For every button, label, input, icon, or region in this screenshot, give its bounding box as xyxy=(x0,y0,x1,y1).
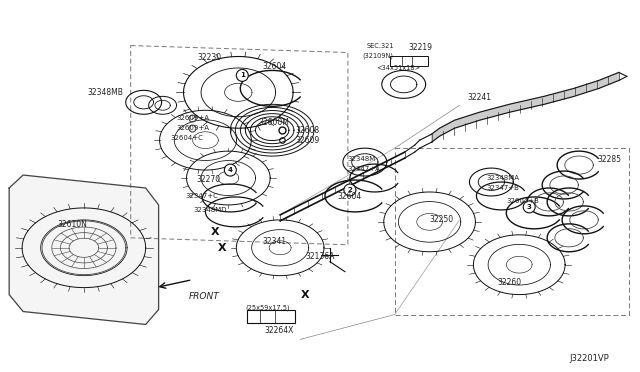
Text: 4: 4 xyxy=(228,167,233,173)
Text: 32604+B: 32604+B xyxy=(506,198,539,204)
Text: 32230: 32230 xyxy=(198,52,221,61)
Text: 2: 2 xyxy=(348,187,352,193)
Text: X: X xyxy=(301,289,309,299)
Text: 32609+A: 32609+A xyxy=(177,125,209,131)
Text: 32348MB: 32348MB xyxy=(88,89,124,97)
Text: 32604: 32604 xyxy=(262,62,287,71)
Text: (25x59x17.5): (25x59x17.5) xyxy=(245,305,290,311)
Text: 32610N: 32610N xyxy=(57,220,87,229)
Text: SEC.321: SEC.321 xyxy=(367,42,394,48)
Text: X: X xyxy=(218,243,227,253)
Text: 32264X: 32264X xyxy=(264,327,294,336)
Text: 32608: 32608 xyxy=(295,126,319,135)
Text: J32201VP: J32201VP xyxy=(569,355,609,363)
Circle shape xyxy=(524,201,535,213)
Circle shape xyxy=(344,184,356,196)
Circle shape xyxy=(225,164,236,176)
Text: 32609: 32609 xyxy=(295,136,319,145)
Text: FRONT: FRONT xyxy=(189,292,220,301)
Text: 32260: 32260 xyxy=(497,278,522,287)
Text: 32347+B: 32347+B xyxy=(486,185,519,191)
Text: (32109N): (32109N) xyxy=(363,52,394,59)
Bar xyxy=(247,310,295,324)
Circle shape xyxy=(236,70,248,81)
Polygon shape xyxy=(9,175,159,324)
Text: 32241: 32241 xyxy=(467,93,492,102)
Text: 32341: 32341 xyxy=(262,237,286,246)
Text: 32604+C: 32604+C xyxy=(171,135,204,141)
Text: 32600M: 32600M xyxy=(258,118,289,127)
Text: 3: 3 xyxy=(527,204,532,210)
Text: 32219: 32219 xyxy=(409,42,433,52)
Text: 32136A: 32136A xyxy=(305,252,335,261)
Text: 32604: 32604 xyxy=(337,192,361,201)
Text: 32609+A: 32609+A xyxy=(177,115,209,121)
Text: 32270: 32270 xyxy=(196,175,221,184)
Text: 32347+C: 32347+C xyxy=(186,193,218,199)
Text: 1: 1 xyxy=(240,73,244,78)
Text: 32285: 32285 xyxy=(597,155,621,164)
Text: 32250: 32250 xyxy=(429,215,454,224)
Polygon shape xyxy=(431,73,619,142)
Text: <34x51x18>: <34x51x18> xyxy=(376,65,420,71)
Text: 32348MD: 32348MD xyxy=(193,207,227,213)
Text: 32348MA: 32348MA xyxy=(486,175,520,181)
Text: 32348M: 32348M xyxy=(348,156,376,162)
Text: X: X xyxy=(211,227,220,237)
Text: 32347+A: 32347+A xyxy=(348,166,381,172)
Bar xyxy=(390,57,428,67)
